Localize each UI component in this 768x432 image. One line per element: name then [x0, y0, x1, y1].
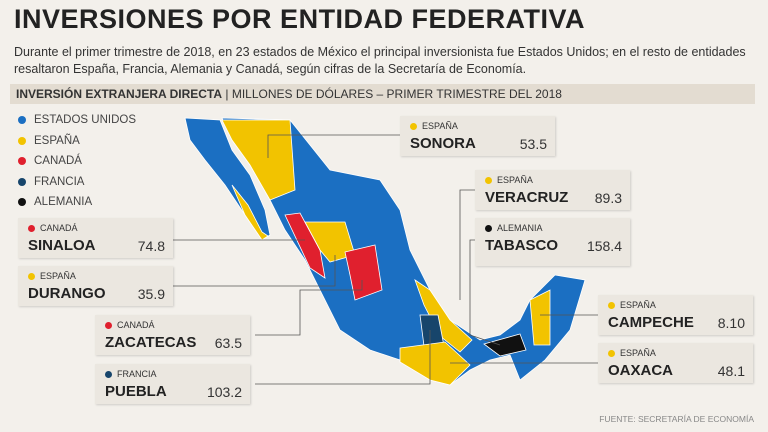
country-name: ESPAÑA: [497, 175, 533, 185]
country-name: ESPAÑA: [620, 348, 656, 358]
legend-swatch: [18, 116, 26, 125]
section-detail: | MILLONES DE DÓLARES – PRIMER TRIMESTRE…: [225, 87, 562, 101]
value: 35.9: [137, 286, 165, 302]
legend-swatch: [18, 177, 26, 186]
state-name: PUEBLA: [105, 383, 167, 400]
legend-item: ESPAÑA: [18, 131, 136, 152]
country-dot: [105, 370, 112, 378]
country-dot: [105, 321, 112, 329]
campeche: [529, 289, 551, 346]
value: 158.4: [586, 238, 622, 254]
sinaloa: [284, 212, 326, 279]
legend-item: FRANCIA: [18, 172, 136, 193]
country-name: CANADÁ: [117, 320, 155, 330]
source: FUENTE: SECRETARÍA DE ECONOMÍA: [599, 414, 754, 424]
leader-line: [469, 239, 501, 346]
callout-country: ESPAÑA: [28, 271, 76, 281]
callout-country: ESPAÑA: [485, 175, 533, 185]
legend-swatch: [18, 198, 26, 207]
legend-label: FRANCIA: [34, 175, 85, 188]
legend-item: ALEMANIA: [18, 192, 136, 213]
country-name: FRANCIA: [117, 369, 157, 379]
country-name: ALEMANIA: [497, 223, 543, 233]
country-dot: [485, 224, 492, 232]
state-name: ZACATECAS: [105, 334, 197, 351]
state-name: VERACRUZ: [485, 189, 569, 206]
country-name: CANADÁ: [40, 223, 78, 233]
zacatecas: [344, 244, 383, 301]
subtitle: Durante el primer trimestre de 2018, en …: [14, 45, 746, 76]
leader-line: [459, 189, 475, 300]
state-name: SONORA: [410, 135, 476, 152]
country-dot: [410, 122, 417, 130]
country-dot: [485, 176, 492, 184]
callout-country: CANADÁ: [105, 320, 155, 330]
durango: [304, 221, 356, 263]
callout: CANADÁ ZACATECAS 63.5: [95, 315, 250, 355]
leader-line: [255, 330, 431, 385]
value: 89.3: [594, 190, 622, 206]
leader-line: [267, 134, 400, 158]
value: 74.8: [137, 238, 165, 254]
callout: ESPAÑA DURANGO 35.9: [18, 266, 173, 306]
state-name: TABASCO: [485, 237, 559, 254]
legend-swatch: [18, 136, 26, 145]
mainland: [221, 117, 586, 386]
value: 48.1: [717, 363, 745, 379]
value: 63.5: [214, 335, 242, 351]
callout: ESPAÑA CAMPECHE 8.10: [598, 295, 753, 335]
callout: CANADÁ SINALOA 74.8: [18, 218, 173, 258]
legend-label: ALEMANIA: [34, 196, 93, 209]
country-dot: [608, 301, 615, 309]
country-name: ESPAÑA: [40, 271, 76, 281]
sonora: [221, 119, 296, 201]
callout: FRANCIA PUEBLA 103.2: [95, 364, 250, 404]
baja-california-sur: [231, 184, 269, 241]
legend-swatch: [18, 157, 26, 166]
value: 8.10: [717, 315, 745, 331]
oaxaca: [399, 341, 471, 386]
legend-label: ESPAÑA: [34, 134, 80, 147]
state-name: DURANGO: [28, 285, 106, 302]
callout-country: FRANCIA: [105, 369, 157, 379]
callout: ESPAÑA OAXACA 48.1: [598, 343, 753, 383]
value: 103.2: [206, 384, 242, 400]
country-dot: [28, 272, 35, 280]
leader-line: [173, 255, 336, 287]
leader-lines: [173, 134, 598, 385]
section-header: INVERSIÓN EXTRANJERA DIRECTA | MILLONES …: [10, 84, 755, 104]
legend: ESTADOS UNIDOS ESPAÑA CANADÁ FRANCIA ALEMANI…: [18, 110, 136, 213]
state-name: OAXACA: [608, 362, 674, 379]
state-name: CAMPECHE: [608, 314, 694, 331]
value: 53.5: [519, 136, 547, 152]
leader-line: [255, 280, 363, 336]
legend-label: ESTADOS UNIDOS: [34, 114, 137, 127]
callout: ESPAÑA SONORA 53.5: [400, 116, 555, 156]
legend-item: CANADÁ: [18, 151, 136, 172]
country-name: ESPAÑA: [620, 300, 656, 310]
legend-label: CANADÁ: [34, 155, 82, 168]
callout-country: ALEMANIA: [485, 223, 543, 233]
callout: ALEMANIA TABASCO 158.4: [475, 218, 630, 266]
country-dot: [28, 224, 35, 232]
callout-country: CANADÁ: [28, 223, 78, 233]
callout: ESPAÑA VERACRUZ 89.3: [475, 170, 630, 210]
section-title: INVERSIÓN EXTRANJERA DIRECTA: [16, 87, 223, 101]
callout-country: ESPAÑA: [608, 300, 656, 310]
country-name: ESPAÑA: [422, 121, 458, 131]
callout-country: ESPAÑA: [410, 121, 458, 131]
tabasco: [483, 333, 527, 357]
title: INVERSIONES POR ENTIDAD FEDERATIVA: [14, 4, 586, 34]
callout-country: ESPAÑA: [608, 348, 656, 358]
country-dot: [608, 349, 615, 357]
state-name: SINALOA: [28, 237, 96, 254]
legend-item: ESTADOS UNIDOS: [18, 110, 136, 131]
veracruz: [414, 278, 473, 353]
